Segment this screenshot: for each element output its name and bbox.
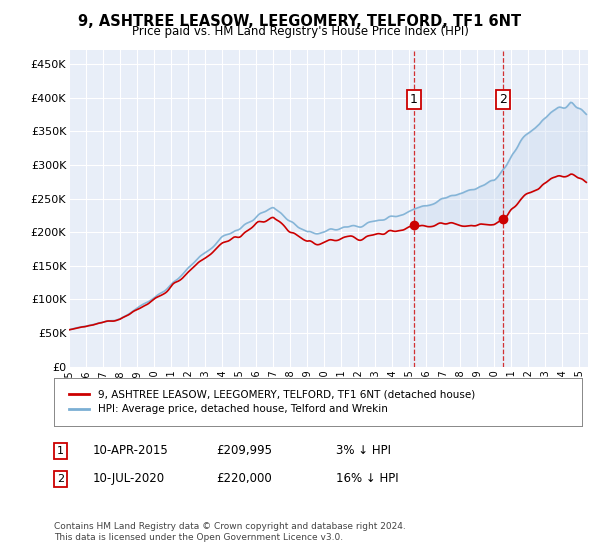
Text: 9, ASHTREE LEASOW, LEEGOMERY, TELFORD, TF1 6NT: 9, ASHTREE LEASOW, LEEGOMERY, TELFORD, T… — [79, 14, 521, 29]
Legend: 9, ASHTREE LEASOW, LEEGOMERY, TELFORD, TF1 6NT (detached house), HPI: Average pr: 9, ASHTREE LEASOW, LEEGOMERY, TELFORD, T… — [64, 385, 479, 418]
Text: 2: 2 — [499, 93, 507, 106]
Text: 10-JUL-2020: 10-JUL-2020 — [93, 472, 165, 486]
Text: £209,995: £209,995 — [216, 444, 272, 458]
Text: This data is licensed under the Open Government Licence v3.0.: This data is licensed under the Open Gov… — [54, 533, 343, 542]
Text: 3% ↓ HPI: 3% ↓ HPI — [336, 444, 391, 458]
Text: Price paid vs. HM Land Registry's House Price Index (HPI): Price paid vs. HM Land Registry's House … — [131, 25, 469, 38]
Text: 1: 1 — [410, 93, 418, 106]
Text: 16% ↓ HPI: 16% ↓ HPI — [336, 472, 398, 486]
Text: 1: 1 — [57, 446, 64, 456]
Text: 2: 2 — [57, 474, 64, 484]
Text: Contains HM Land Registry data © Crown copyright and database right 2024.: Contains HM Land Registry data © Crown c… — [54, 522, 406, 531]
Text: 10-APR-2015: 10-APR-2015 — [93, 444, 169, 458]
Text: £220,000: £220,000 — [216, 472, 272, 486]
